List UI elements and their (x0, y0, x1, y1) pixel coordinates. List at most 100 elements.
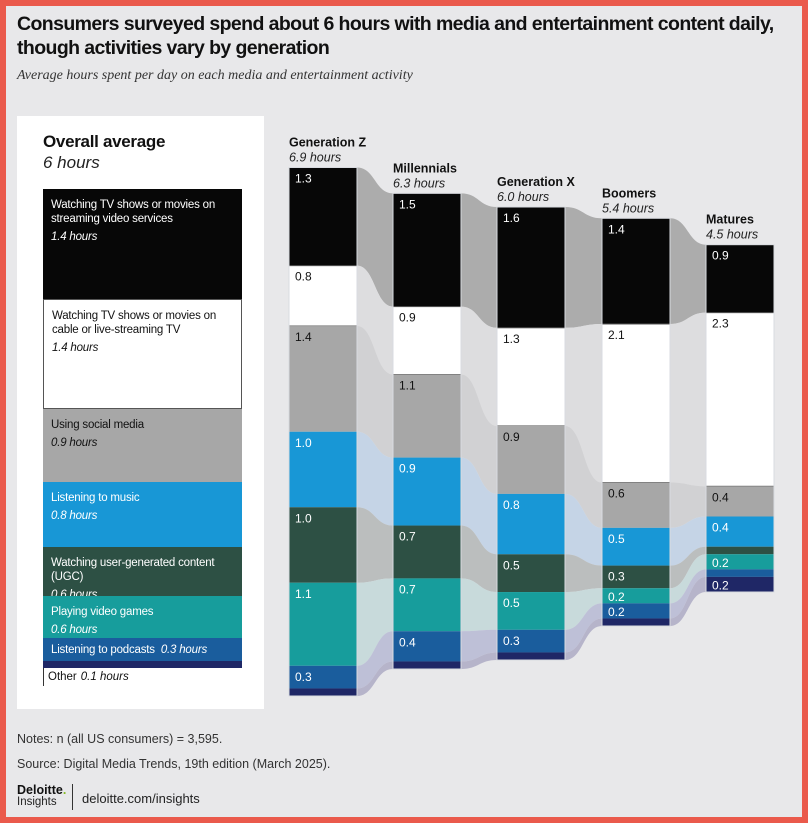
alluvial-chart: 1.3 0.8 1.4 1.0 1.0 1.1 0.3 Generation Z6.9 hou… (288, 136, 775, 697)
bar-segment (602, 527, 670, 566)
bar-segment (289, 582, 357, 666)
bar-segment (497, 425, 565, 494)
flow-ribbon (670, 569, 706, 619)
generation-column: 1.6 1.3 0.9 0.8 0.5 0.5 0.3 Generation X6.0 hou… (496, 175, 575, 661)
logo-brand: Deloitte (17, 783, 63, 797)
legend-panel: Overall average 6 hours Watching TV show… (17, 116, 264, 709)
flow-ribbon (461, 578, 497, 632)
segment-value-label: 0.2 (608, 590, 625, 604)
segment-value-label: 2.3 (712, 317, 729, 331)
flow-ribbon (565, 588, 602, 630)
column-outline (601, 217, 671, 627)
legend-item-hours: 0.9 hours (51, 437, 98, 449)
legend-item-label: Watching TV shows or movies on streaming… (51, 199, 216, 225)
segment-value-label: 0.4 (712, 490, 729, 504)
legend-item-hours: 0.1 hours (80, 671, 129, 683)
generation-column: 1.3 0.8 1.4 1.0 1.0 1.1 0.3 Generation Z6.9 hou… (288, 136, 366, 697)
segment-value-label: 0.2 (712, 556, 729, 570)
segment-value-label: 0.9 (399, 311, 416, 325)
legend-title: Overall average (43, 132, 166, 151)
generation-name: Generation Z (289, 136, 366, 150)
bar-segment (602, 482, 670, 528)
column-outline (288, 167, 358, 697)
flow-ribbon (461, 193, 497, 328)
segment-value-label: 0.3 (503, 634, 520, 648)
logo-dot: . (62, 783, 67, 797)
flow-ribbon (461, 525, 497, 593)
flow-ribbon (357, 661, 393, 696)
segment-value-label: 0.5 (503, 558, 520, 572)
segment-value-label: 1.1 (295, 587, 312, 601)
segment-value-label: 0.7 (399, 582, 416, 596)
bar-segment (497, 629, 565, 653)
bar-segment (289, 326, 357, 432)
segment-value-label: 0.9 (399, 462, 416, 476)
flow-ribbon (461, 306, 497, 426)
bar-segment (289, 665, 357, 689)
bar-segment (289, 167, 357, 266)
segment-value-label: 0.5 (608, 532, 625, 546)
flow-ribbon (670, 516, 706, 566)
flow-ribbon (357, 631, 393, 689)
bar-segment (393, 374, 461, 458)
generation-name: Millennials (393, 161, 457, 175)
legend-item-other-swatch (43, 661, 242, 668)
column-outline (496, 206, 566, 661)
generation-total: 6.3 hours (393, 176, 445, 190)
bar-segment (601, 323, 671, 484)
segment-value-label: 0.9 (712, 249, 729, 263)
bar-segment (393, 631, 461, 662)
legend-item-hours: 1.4 hours (52, 342, 99, 354)
legend-item-label: Watching TV shows or movies on cable or … (52, 310, 217, 336)
flow-ribbon (357, 507, 393, 583)
flow-ribbon (565, 425, 602, 528)
bar-segment (393, 457, 461, 526)
generation-name: Matures (706, 213, 754, 227)
bar-segment (602, 588, 670, 604)
bar-segment (393, 525, 461, 579)
bar-segment (497, 493, 565, 555)
legend-item-label: Watching user-generated content (UGC) (51, 557, 215, 583)
legend-item-label: Listening to podcasts (51, 644, 155, 656)
segment-value-label: 1.0 (295, 511, 312, 525)
bar-segment (497, 592, 565, 630)
flow-ribbon (670, 546, 706, 589)
ribbons (357, 167, 706, 696)
bar-segment (706, 546, 774, 555)
flow-ribbon (565, 207, 602, 328)
flow-ribbon (357, 167, 393, 307)
legend-item: Listening to music 0.8 hours (43, 482, 242, 547)
bar-segment (706, 516, 774, 547)
segment-value-label: 0.9 (503, 430, 520, 444)
flow-ribbon (670, 312, 706, 487)
bar-segment (706, 486, 774, 517)
segment-value-label: 1.3 (295, 172, 312, 186)
segment-value-label: 0.8 (503, 498, 520, 512)
legend-item: Watching TV shows or movies on streaming… (43, 189, 242, 299)
segment-value-label: 1.0 (295, 436, 312, 450)
site-link[interactable]: deloitte.com/insights (82, 791, 200, 806)
segment-value-label: 1.1 (399, 379, 416, 393)
legend-item: Using social media 0.9 hours (43, 409, 242, 482)
logo-sub: Insights (17, 796, 57, 808)
bar-segment (393, 193, 461, 307)
footer-notes: Notes: n (all US consumers) = 3,595. (17, 732, 223, 746)
segment-value-label: 1.5 (399, 197, 416, 211)
bar-segment (705, 312, 775, 487)
segment-value-label: 0.2 (712, 578, 729, 592)
bar-segment (706, 554, 774, 570)
segment-value-label: 0.8 (295, 270, 312, 284)
legend-item-hours: 0.6 hours (51, 624, 98, 636)
legend-item-hours: 0.8 hours (51, 510, 98, 522)
logo-divider (72, 784, 73, 810)
segment-value-label: 2.1 (608, 328, 625, 342)
legend-item: Listening to podcasts 0.3 hours (43, 638, 242, 661)
footer-source: Source: Digital Media Trends, 19th editi… (17, 757, 331, 771)
bar-segment (289, 431, 357, 508)
legend-item-hours: 1.4 hours (51, 231, 98, 243)
segment-value-label: 1.4 (608, 222, 625, 236)
flow-ribbon (461, 629, 497, 662)
flow-ribbon (670, 576, 706, 626)
